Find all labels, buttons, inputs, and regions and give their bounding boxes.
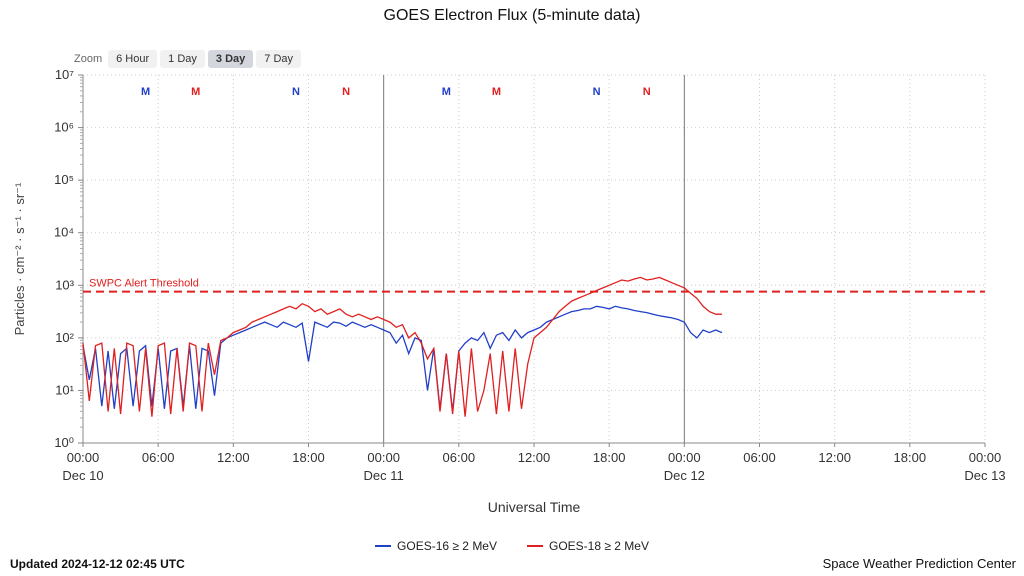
legend-item-goes16[interactable]: GOES-16 ≥ 2 MeV	[375, 539, 497, 553]
x-tick-label: 00:00	[969, 450, 1002, 465]
legend-label-goes16: GOES-16 ≥ 2 MeV	[397, 539, 497, 553]
y-tick-label: 10⁴	[54, 225, 74, 240]
x-tick-label: 18:00	[593, 450, 626, 465]
x-tick-label: 12:00	[518, 450, 551, 465]
zoom-6hour-button[interactable]: 6 Hour	[108, 50, 158, 68]
y-axis-title: Particles · cm⁻² · s⁻¹ · sr⁻¹	[12, 182, 27, 335]
satellite-marker-n: N	[342, 86, 350, 98]
page-title: GOES Electron Flux (5-minute data)	[383, 7, 641, 24]
chart-legend: GOES-16 ≥ 2 MeV GOES-18 ≥ 2 MeV	[0, 539, 1024, 553]
legend-label-goes18: GOES-18 ≥ 2 MeV	[549, 539, 649, 553]
satellite-marker-n: N	[593, 86, 601, 98]
zoom-toolbar: Zoom 6 Hour 1 Day 3 Day 7 Day	[74, 50, 302, 68]
goes18-line-swatch-icon	[527, 545, 543, 547]
updated-timestamp: Updated 2024-12-12 02:45 UTC	[10, 557, 185, 571]
x-tick-label: 12:00	[818, 450, 851, 465]
alert-threshold-label: SWPC Alert Threshold	[89, 278, 199, 290]
x-date-label: Dec 13	[964, 468, 1005, 483]
x-date-label: Dec 12	[664, 468, 705, 483]
y-tick-label: 10²	[55, 330, 74, 345]
y-tick-label: 10⁵	[54, 172, 74, 187]
x-date-label: Dec 10	[62, 468, 103, 483]
goes16-line-swatch-icon	[375, 545, 392, 547]
x-tick-label: 06:00	[142, 450, 175, 465]
x-axis-title: Universal Time	[488, 499, 581, 515]
x-tick-label: 18:00	[894, 450, 927, 465]
x-date-label: Dec 11	[364, 468, 404, 483]
y-tick-label: 10⁰	[54, 435, 74, 450]
x-tick-label: 00:00	[668, 450, 701, 465]
zoom-label: Zoom	[74, 53, 103, 65]
series-line-1[interactable]	[82, 276, 722, 417]
zoom-7day-button[interactable]: 7 Day	[256, 50, 302, 68]
satellite-marker-m: M	[191, 86, 200, 98]
x-tick-label: 00:00	[367, 450, 400, 465]
satellite-marker-m: M	[442, 86, 451, 98]
x-tick-label: 12:00	[217, 450, 250, 465]
satellite-marker-m: M	[492, 86, 501, 98]
satellite-marker-m: M	[141, 86, 150, 98]
y-tick-label: 10³	[55, 277, 74, 292]
y-tick-label: 10¹	[55, 382, 74, 397]
x-tick-label: 00:00	[67, 450, 100, 465]
credit-text: Space Weather Prediction Center	[822, 556, 1016, 571]
series-line-0[interactable]	[82, 305, 723, 412]
x-tick-label: 06:00	[443, 450, 476, 465]
zoom-3day-button[interactable]: 3 Day	[207, 50, 254, 68]
satellite-marker-n: N	[643, 86, 651, 98]
legend-item-goes18[interactable]: GOES-18 ≥ 2 MeV	[527, 539, 649, 553]
satellite-marker-n: N	[292, 86, 300, 98]
y-tick-label: 10⁶	[54, 120, 74, 135]
y-tick-label: 10⁷	[55, 67, 74, 82]
zoom-1day-button[interactable]: 1 Day	[160, 50, 205, 68]
x-tick-label: 06:00	[743, 450, 776, 465]
x-tick-label: 18:00	[292, 450, 325, 465]
